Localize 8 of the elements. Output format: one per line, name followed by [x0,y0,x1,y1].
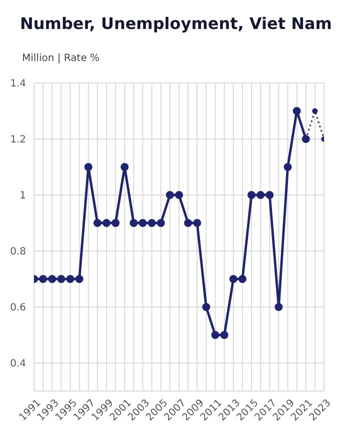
chart-subtitle: Million | Rate % [21,52,101,66]
y-tick-label: 1.4 [10,78,26,90]
y-tick-label: 0.4 [10,358,26,370]
y-tick-label: 0.6 [10,302,26,314]
y-tick-label: 1 [20,190,26,202]
y-tick-label: 0.8 [10,246,26,258]
y-tick-label: 1.2 [10,134,26,146]
chart-title: Number, Unemployment, Viet Nam [19,13,333,33]
